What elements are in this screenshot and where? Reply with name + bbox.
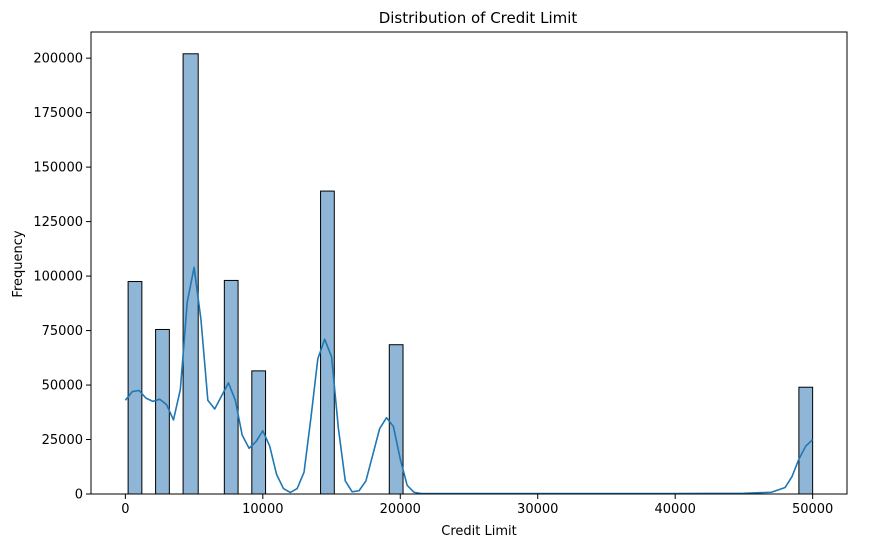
x-tick-label: 10000 [242, 502, 283, 517]
histogram-bar [127, 281, 143, 495]
axes-layer: 0 10000 20000 30000 40000 50000 0 25000 50000 750… [33, 31, 848, 517]
plot-frame [90, 31, 848, 495]
histogram-bar [388, 344, 404, 495]
x-axis-title: Credit Limit [441, 524, 516, 539]
y-tick-label: 175000 [33, 106, 83, 121]
x-tick-label: 40000 [655, 502, 696, 517]
y-axis-title: Frequency [11, 230, 26, 297]
histogram-bar [182, 53, 199, 495]
histogram-bar [155, 328, 170, 495]
y-tick-label: 0 [75, 488, 83, 503]
x-tick-label: 0 [121, 502, 129, 517]
chart-title: Distribution of Credit Limit [379, 9, 578, 27]
bars-layer [127, 53, 814, 495]
x-tick-label: 50000 [792, 502, 833, 517]
y-tick-label: 75000 [42, 324, 83, 339]
y-tick-label: 150000 [33, 161, 83, 176]
y-tick-label: 25000 [42, 433, 83, 448]
y-tick-label: 125000 [33, 215, 83, 230]
y-tick-label: 50000 [42, 379, 83, 394]
y-tick-label: 100000 [33, 270, 83, 285]
y-tick-label: 200000 [33, 52, 83, 67]
x-tick-label: 30000 [517, 502, 558, 517]
histogram-bar [320, 190, 335, 495]
x-tick-label: 20000 [380, 502, 421, 517]
